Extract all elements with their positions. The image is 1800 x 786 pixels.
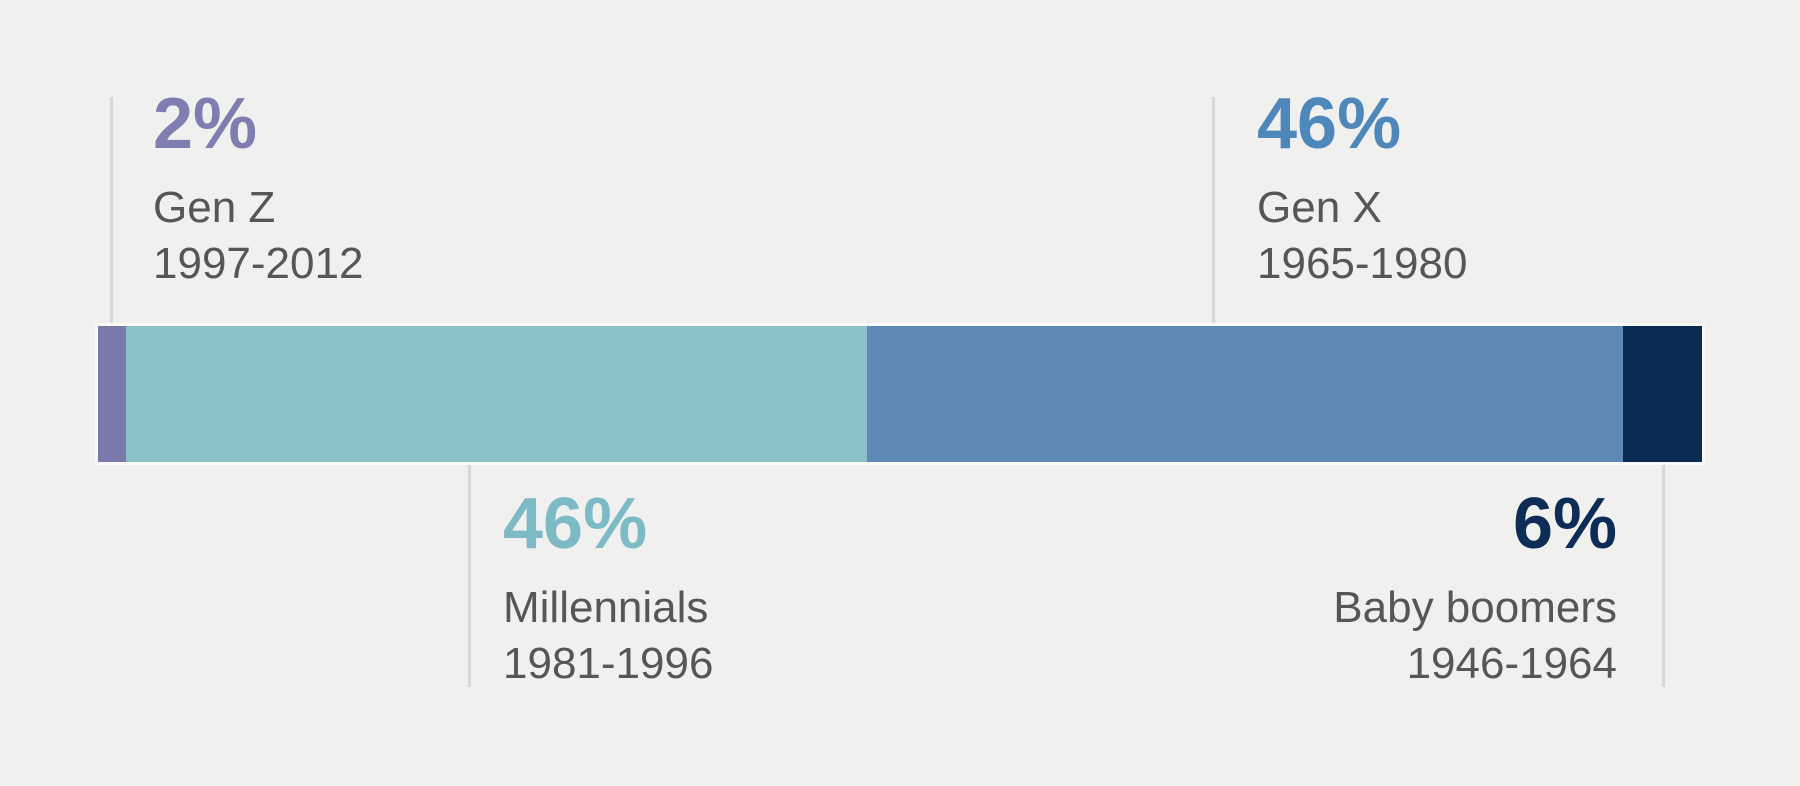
bar-segment-baby-boomers (1623, 326, 1702, 462)
millennials-percent: 46% (503, 484, 648, 564)
callout-line-gen-z (110, 97, 113, 323)
millennials-years: 1981-1996 (503, 639, 714, 688)
bar-segment-gen-z (98, 326, 127, 462)
label-gen-z: 2% Gen Z 1997-2012 (153, 88, 363, 292)
label-gen-x: 46% Gen X 1965-1980 (1257, 88, 1467, 292)
bar-segment-millennials (126, 326, 868, 462)
bar-segment-gen-x (867, 326, 1624, 462)
gen-x-years: 1965-1980 (1257, 239, 1468, 288)
millennials-name: Millennials (503, 583, 709, 632)
label-baby-boomers: 6% Baby boomers 1946-1964 (1333, 488, 1617, 692)
callout-line-baby-boomers (1662, 465, 1665, 687)
gen-x-percent: 46% (1257, 84, 1402, 164)
callout-line-millennials (468, 465, 471, 687)
callout-line-gen-x (1212, 97, 1215, 323)
baby-boomers-years: 1946-1964 (1406, 639, 1617, 688)
stacked-bar (98, 326, 1702, 462)
label-millennials: 46% Millennials 1981-1996 (503, 488, 713, 692)
gen-x-name: Gen X (1257, 183, 1382, 232)
baby-boomers-percent: 6% (1512, 484, 1617, 564)
gen-z-years: 1997-2012 (153, 239, 364, 288)
baby-boomers-name: Baby boomers (1333, 583, 1617, 632)
gen-z-name: Gen Z (153, 183, 276, 232)
gen-z-percent: 2% (153, 84, 258, 164)
